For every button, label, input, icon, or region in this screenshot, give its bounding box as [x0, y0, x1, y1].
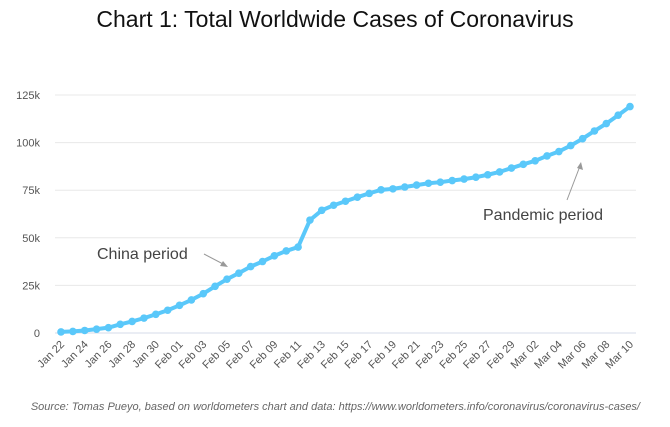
- arrowhead-icon: [220, 261, 228, 267]
- data-point: [519, 160, 528, 169]
- data-point: [531, 156, 539, 165]
- data-point: [187, 296, 196, 304]
- data-point: [128, 317, 136, 326]
- data-point: [104, 323, 113, 332]
- annotation-china: China period: [97, 246, 228, 267]
- data-point: [199, 289, 208, 298]
- data-point: [472, 173, 480, 182]
- y-tick-label: 0: [34, 328, 40, 340]
- data-point: [235, 269, 243, 277]
- data-point: [341, 197, 350, 206]
- data-point: [460, 175, 468, 183]
- data-point: [57, 328, 65, 336]
- annotation-arrow: [203, 253, 226, 266]
- data-point: [306, 216, 314, 224]
- data-point: [507, 164, 516, 172]
- data-point: [389, 185, 397, 193]
- data-point: [140, 314, 148, 322]
- data-point: [246, 262, 255, 271]
- data-point: [377, 186, 385, 194]
- data-point: [80, 326, 89, 335]
- annotation-arrow: [566, 165, 581, 201]
- data-point: [590, 127, 599, 135]
- data-point: [163, 306, 172, 315]
- data-point: [270, 251, 279, 260]
- annotation-label: China period: [97, 246, 188, 263]
- annotation-label: Pandemic period: [483, 207, 603, 224]
- data-point: [294, 243, 302, 251]
- y-tick-label: 50k: [22, 233, 40, 245]
- y-tick-label: 25k: [22, 280, 40, 292]
- y-tick-label: 125k: [16, 90, 40, 102]
- data-point: [436, 178, 445, 186]
- data-point: [424, 179, 433, 188]
- y-tick-label: 100k: [16, 138, 40, 150]
- data-point: [329, 201, 338, 210]
- data-point: [578, 134, 587, 143]
- data-point: [614, 111, 622, 120]
- data-point: [175, 301, 184, 310]
- data-point: [152, 310, 160, 319]
- chart-title: Chart 1: Total Worldwide Cases of Corona…: [96, 6, 573, 32]
- data-point: [483, 170, 492, 179]
- data-point: [412, 181, 421, 189]
- data-point: [448, 176, 456, 185]
- arrowhead-icon: [577, 162, 583, 170]
- data-point: [602, 119, 611, 128]
- data-point: [282, 247, 291, 255]
- data-point: [543, 152, 551, 160]
- data-point: [258, 257, 267, 266]
- data-point: [626, 102, 634, 111]
- data-point: [211, 282, 219, 291]
- annotation-pandemic: Pandemic period: [483, 162, 603, 224]
- data-point: [400, 183, 409, 191]
- data-point: [223, 275, 231, 283]
- data-point: [495, 168, 504, 176]
- data-point: [555, 147, 563, 156]
- data-point: [116, 320, 125, 329]
- data-point: [317, 206, 326, 215]
- data-point: [365, 189, 374, 198]
- data-point: [566, 141, 575, 150]
- data-point: [353, 193, 362, 201]
- source-note: Source: Tomas Pueyo, based on worldomete…: [31, 401, 641, 413]
- y-tick-label: 75k: [22, 185, 40, 197]
- data-point: [69, 327, 77, 336]
- data-point: [92, 325, 101, 333]
